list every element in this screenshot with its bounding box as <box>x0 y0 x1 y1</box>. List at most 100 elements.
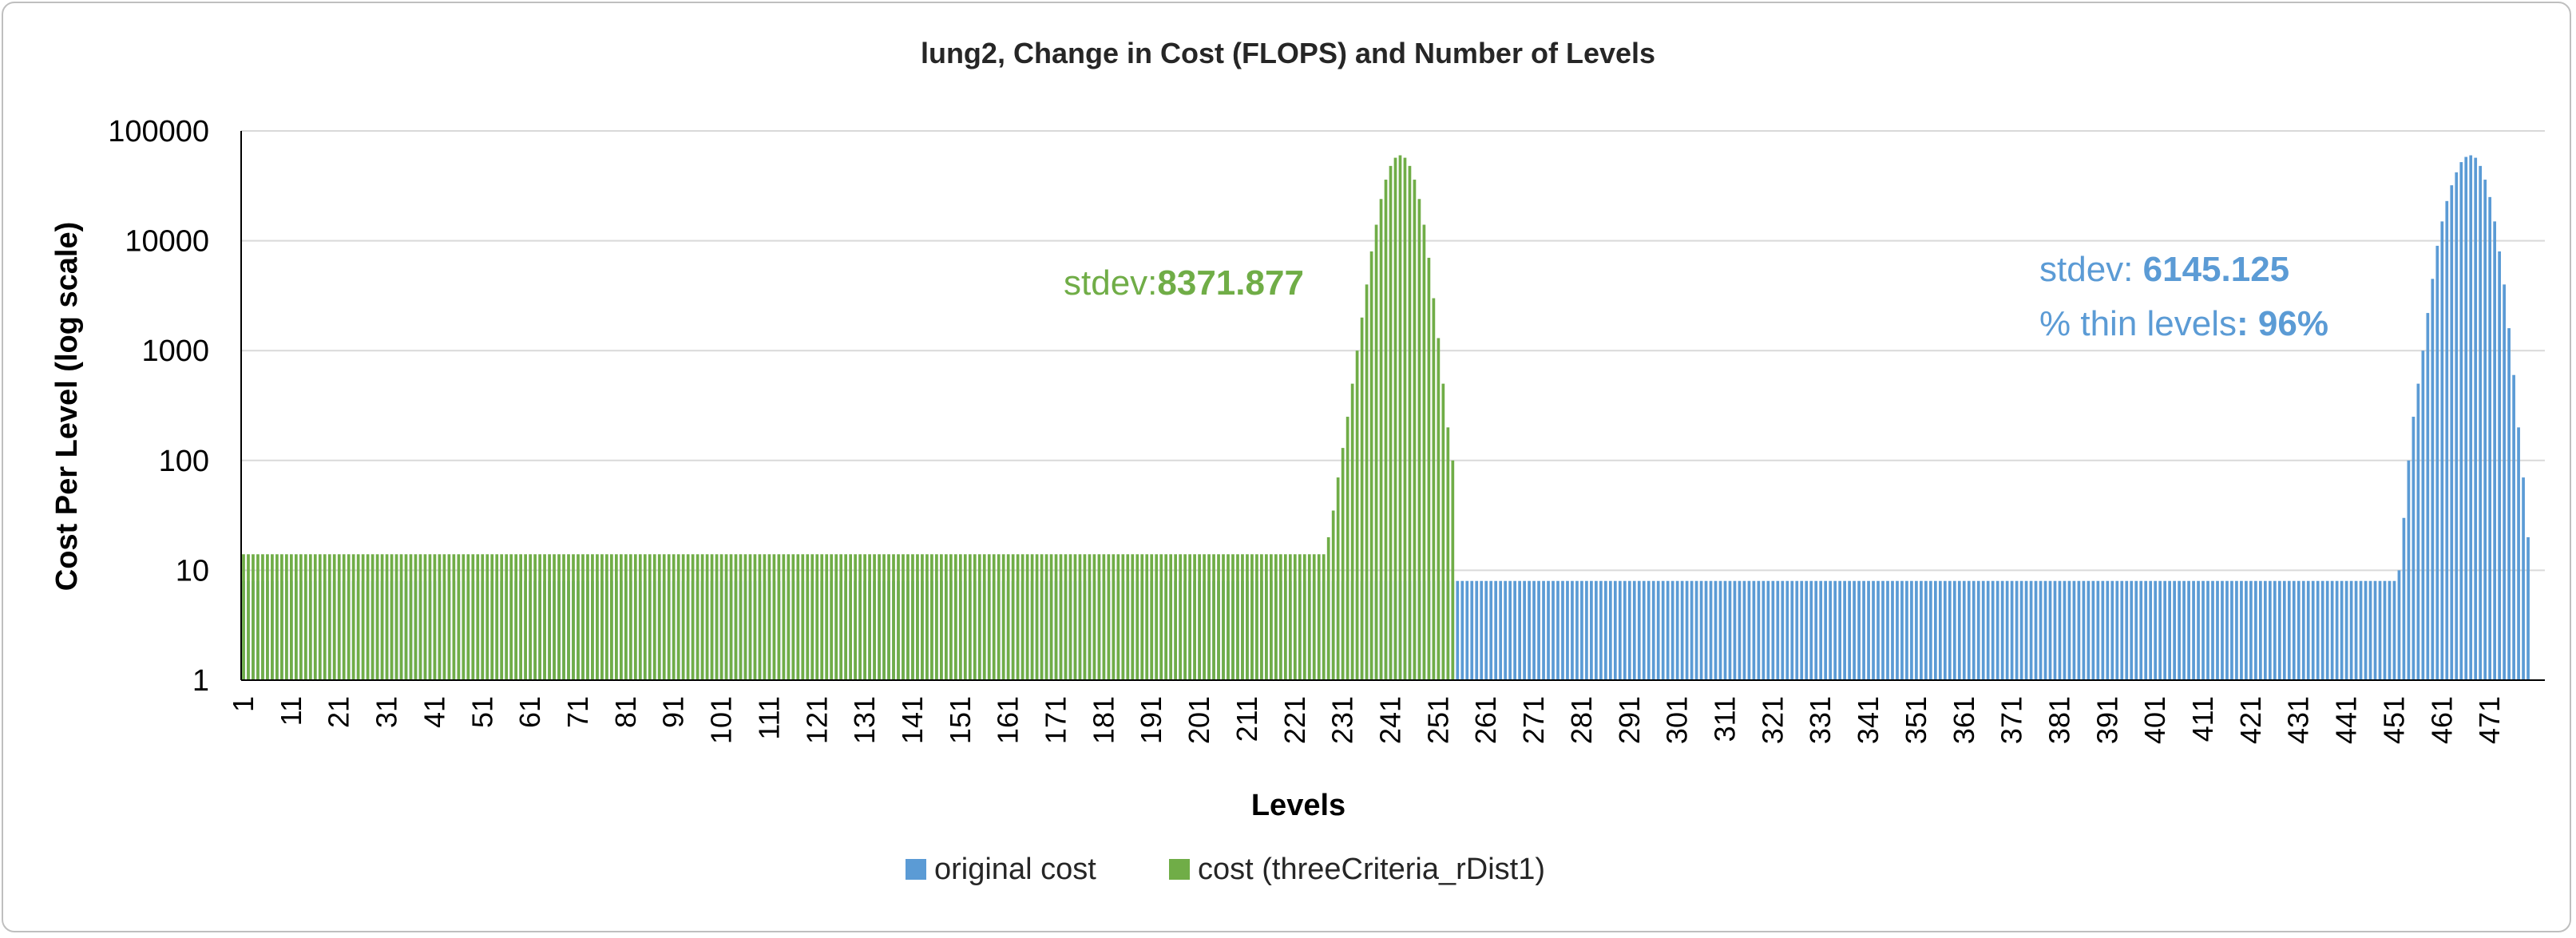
original-cost-bar <box>2072 580 2076 680</box>
original-cost-bar <box>2206 580 2209 680</box>
original-cost-bar <box>2397 570 2401 680</box>
threecriteria-bar <box>820 554 824 680</box>
original-cost-bar <box>2225 580 2229 680</box>
original-cost-bar <box>1556 580 1559 680</box>
threecriteria-bar <box>796 554 800 680</box>
threecriteria-bar <box>940 554 943 680</box>
threecriteria-bar <box>949 554 953 680</box>
original-cost-bar <box>2455 172 2459 681</box>
original-cost-bar <box>2043 580 2047 680</box>
y-tick-label: 1 <box>192 664 209 698</box>
x-tick-label: 91 <box>657 696 690 728</box>
threecriteria-bar <box>495 554 499 680</box>
threecriteria-bar <box>1403 157 1407 681</box>
threecriteria-bar <box>911 554 914 680</box>
threecriteria-bar <box>743 554 747 680</box>
original-cost-bar <box>1867 580 1870 680</box>
threecriteria-bar <box>643 554 647 680</box>
threecriteria-bar <box>505 554 509 680</box>
original-cost-bar <box>1704 580 1708 680</box>
original-cost-bar <box>1848 580 1851 680</box>
threecriteria-bar <box>710 554 714 680</box>
original-cost-bar <box>2039 580 2043 680</box>
original-cost-bar <box>1690 580 1694 680</box>
original-cost-bar <box>2268 580 2272 680</box>
original-cost-bar <box>1986 580 1990 680</box>
original-cost-bar <box>1618 580 1622 680</box>
threecriteria-bar <box>1155 554 1159 680</box>
x-tick-label: 41 <box>418 696 450 728</box>
original-cost-bar <box>2048 580 2052 680</box>
original-cost-bar <box>2512 374 2515 680</box>
original-cost-bar <box>2192 580 2195 680</box>
legend-label-original-cost: original cost <box>934 853 1096 886</box>
threecriteria-bar <box>902 554 905 680</box>
original-cost-bar <box>1819 580 1823 680</box>
threecriteria-bar <box>1408 165 1412 681</box>
original-cost-bar <box>1499 580 1503 680</box>
threecriteria-bar <box>318 554 322 680</box>
threecriteria-bar <box>1025 554 1029 680</box>
threecriteria-bar <box>748 554 752 680</box>
original-cost-bar <box>1824 580 1828 680</box>
threecriteria-bar <box>1374 224 1378 680</box>
x-tick-label: 411 <box>2186 696 2219 742</box>
original-cost-bar <box>1957 580 1961 680</box>
annotation-blue-value: 6145.125 <box>2143 250 2290 289</box>
threecriteria-bar <box>1270 554 1273 680</box>
threecriteria-bar <box>533 554 537 680</box>
original-cost-bar <box>2407 460 2411 680</box>
threecriteria-bar <box>906 554 910 680</box>
threecriteria-bar <box>1250 554 1254 680</box>
threecriteria-bar <box>953 554 957 680</box>
y-axis-label: Cost Per Level (log scale) <box>50 222 84 592</box>
threecriteria-bar <box>256 554 260 680</box>
threecriteria-bar <box>261 554 264 680</box>
original-cost-bar <box>1561 580 1564 680</box>
threecriteria-bar <box>1179 554 1182 680</box>
threecriteria-bar <box>1236 554 1239 680</box>
original-cost-bar <box>2388 580 2392 680</box>
original-cost-bar <box>1805 580 1809 680</box>
threecriteria-bar <box>462 554 466 680</box>
threecriteria-bar <box>1355 350 1359 680</box>
original-cost-bar <box>2110 580 2114 680</box>
annotation-blue-prefix: stdev: <box>2039 250 2143 289</box>
threecriteria-bar <box>1283 554 1287 680</box>
original-cost-bar <box>2235 580 2238 680</box>
threecriteria-bar <box>916 554 919 680</box>
original-cost-bar <box>2063 580 2067 680</box>
threecriteria-bar <box>681 554 685 680</box>
original-cost-bar <box>1857 580 1861 680</box>
original-cost-bar <box>1571 580 1574 680</box>
threecriteria-bar <box>992 554 996 680</box>
threecriteria-bar <box>605 554 608 680</box>
threecriteria-bar <box>815 554 819 680</box>
threecriteria-bar <box>1398 155 1402 680</box>
x-tick-label: 301 <box>1661 696 1694 744</box>
x-tick-label: 451 <box>2377 696 2410 744</box>
threecriteria-bar <box>1288 554 1292 680</box>
threecriteria-bar <box>280 554 283 680</box>
original-cost-bar <box>2101 580 2105 680</box>
threecriteria-bar <box>433 554 437 680</box>
y-tick-labels: 1 10 100 1000 10000 100000 <box>108 115 209 698</box>
original-cost-bar <box>2412 417 2415 680</box>
threecriteria-bar <box>1274 554 1278 680</box>
threecriteria-bar <box>1246 554 1249 680</box>
original-cost-bar <box>2249 580 2253 680</box>
original-cost-bar <box>1566 580 1569 680</box>
x-tick-label: 231 <box>1326 696 1359 744</box>
threecriteria-bar <box>1345 417 1349 680</box>
original-cost-bar <box>1513 580 1516 680</box>
threecriteria-bar <box>266 554 269 680</box>
threecriteria-bar <box>1088 554 1092 680</box>
threecriteria-bar <box>327 554 331 680</box>
threecriteria-bar <box>1307 554 1311 680</box>
threecriteria-bar <box>1040 554 1044 680</box>
threecriteria-bar <box>619 554 623 680</box>
threecriteria-bar <box>247 554 250 680</box>
threecriteria-bar <box>652 554 656 680</box>
original-cost-bar <box>1580 580 1583 680</box>
threecriteria-bar <box>1293 554 1297 680</box>
